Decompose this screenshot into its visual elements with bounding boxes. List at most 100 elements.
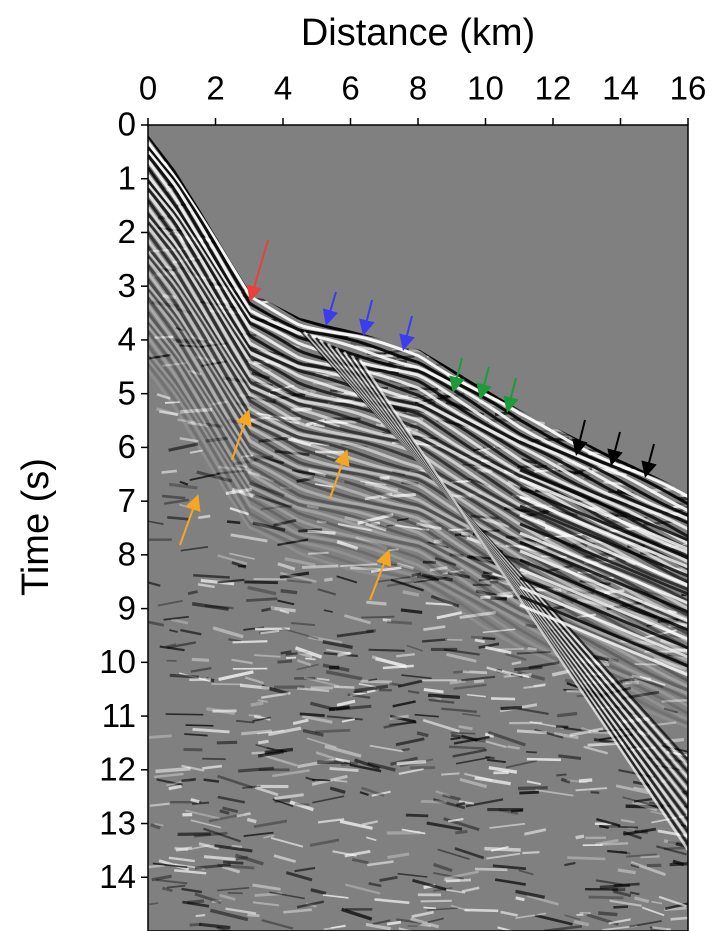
texture [244,580,279,585]
texture [257,699,268,703]
texture [519,477,688,551]
texture [450,733,486,743]
texture [640,855,660,859]
x-tick-label: 16 [670,70,707,107]
texture [441,772,460,776]
texture [482,628,516,634]
texture [400,386,420,391]
texture [184,733,208,737]
arrow [503,377,519,413]
texture [347,693,371,699]
texture [632,800,658,812]
texture [488,765,518,774]
texture [386,524,396,527]
texture [625,853,657,858]
texture [402,590,420,597]
texture [336,699,356,707]
texture [252,454,285,465]
texture [253,654,281,658]
texture [250,701,264,707]
texture [156,393,171,400]
texture [410,917,440,929]
texture [455,756,491,765]
texture [297,650,313,659]
texture [148,330,688,692]
texture [519,585,688,659]
texture [198,922,231,930]
texture [226,520,241,525]
texture [289,800,314,812]
texture [159,645,185,652]
texture [280,589,298,595]
texture [484,846,521,852]
texture [479,738,507,749]
texture [490,697,516,701]
texture [622,830,642,840]
texture [427,693,461,700]
texture [473,679,485,684]
texture [148,154,688,517]
texture [448,528,469,532]
texture [433,538,443,544]
y-tick-label: 3 [118,267,136,304]
texture [498,808,519,816]
texture [379,875,398,882]
texture [306,504,319,510]
texture [442,793,462,802]
arrow [231,409,252,461]
texture [190,667,212,673]
texture [615,784,649,795]
texture [270,606,296,613]
texture [311,778,331,782]
texture [344,515,364,524]
texture [273,518,297,527]
background [148,125,688,492]
texture [596,818,621,827]
texture [575,787,608,792]
texture [459,777,488,789]
texture [465,798,504,808]
texture [444,870,480,880]
texture [486,666,512,676]
texture [336,575,358,584]
texture [172,338,208,343]
texture [449,553,464,558]
texture [622,796,660,808]
texture [312,795,345,804]
texture [414,713,439,718]
texture [306,737,337,749]
texture [218,670,254,681]
texture [505,544,531,549]
texture [217,887,250,892]
texture [152,862,188,869]
texture [595,879,623,886]
texture [162,294,176,300]
texture [148,174,688,531]
y-tick-label: 11 [102,697,136,734]
texture [397,872,428,878]
texture [168,784,182,791]
texture [179,480,189,486]
y-tick-label: 4 [118,321,136,358]
texture [540,125,547,127]
texture [446,652,477,663]
texture [252,716,271,723]
texture [516,651,551,655]
texture [389,714,409,720]
texture [258,436,292,443]
texture [599,824,621,829]
texture [189,472,220,481]
texture [639,675,666,686]
texture [501,669,530,679]
texture [148,217,688,578]
texture [401,674,432,680]
texture [599,842,629,846]
texture [398,768,424,775]
texture [360,480,387,486]
texture [148,192,688,554]
texture [165,643,177,648]
texture [209,908,249,922]
texture [234,855,249,861]
texture [382,618,392,623]
texture [412,878,447,891]
